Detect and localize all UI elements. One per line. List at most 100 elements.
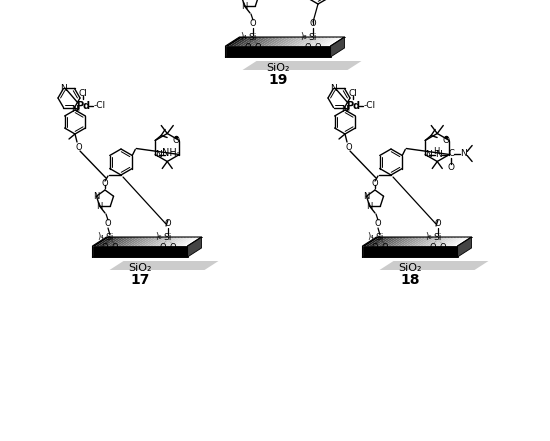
Polygon shape (454, 237, 471, 246)
Polygon shape (362, 237, 379, 246)
Polygon shape (366, 237, 383, 246)
Text: SiO₂: SiO₂ (266, 63, 290, 73)
Polygon shape (316, 37, 334, 46)
Polygon shape (429, 237, 446, 246)
Polygon shape (320, 37, 338, 46)
Text: N: N (96, 202, 103, 211)
Polygon shape (243, 37, 261, 46)
Polygon shape (96, 237, 113, 246)
Text: -Cl: -Cl (364, 101, 376, 111)
Text: O: O (245, 44, 251, 52)
Polygon shape (426, 237, 443, 246)
Polygon shape (184, 237, 201, 246)
Text: O: O (76, 142, 82, 152)
Polygon shape (432, 237, 449, 246)
Polygon shape (382, 237, 399, 246)
Polygon shape (137, 237, 154, 246)
Text: Si: Si (164, 233, 172, 243)
Text: N: N (363, 192, 370, 201)
Polygon shape (140, 237, 157, 246)
Text: O: O (250, 19, 256, 29)
Text: O: O (443, 136, 450, 145)
Text: Si: Si (249, 34, 257, 42)
Polygon shape (375, 237, 392, 246)
Text: H: H (433, 147, 439, 156)
Text: Si: Si (106, 233, 114, 243)
Text: N: N (366, 202, 373, 211)
Polygon shape (448, 237, 465, 246)
Polygon shape (420, 237, 437, 246)
Polygon shape (407, 237, 424, 246)
Polygon shape (178, 237, 195, 246)
Polygon shape (451, 237, 469, 246)
Polygon shape (150, 237, 167, 246)
Polygon shape (271, 37, 289, 46)
Polygon shape (254, 37, 271, 46)
Polygon shape (118, 237, 135, 246)
Text: O: O (448, 163, 455, 172)
Polygon shape (261, 37, 278, 46)
Polygon shape (369, 237, 386, 246)
Text: O: O (372, 243, 378, 253)
Text: Pd: Pd (346, 101, 360, 111)
Polygon shape (391, 237, 408, 246)
Text: )₄: )₄ (241, 31, 248, 41)
Polygon shape (327, 37, 344, 46)
Text: O: O (173, 136, 180, 145)
Polygon shape (422, 237, 440, 246)
Polygon shape (92, 237, 109, 246)
Polygon shape (313, 37, 331, 46)
Polygon shape (124, 237, 141, 246)
Text: 18: 18 (400, 273, 420, 287)
Polygon shape (436, 237, 453, 246)
Polygon shape (416, 237, 433, 246)
Polygon shape (172, 237, 189, 246)
Polygon shape (246, 37, 264, 46)
Text: O: O (430, 243, 436, 253)
Polygon shape (378, 237, 395, 246)
Polygon shape (278, 37, 295, 46)
Polygon shape (236, 37, 254, 46)
Polygon shape (114, 237, 132, 246)
Polygon shape (121, 237, 138, 246)
Text: N: N (342, 105, 348, 115)
Polygon shape (159, 237, 176, 246)
Polygon shape (109, 261, 218, 270)
Text: )₄: )₄ (98, 232, 104, 240)
Polygon shape (400, 237, 417, 246)
Text: N: N (460, 149, 466, 158)
Polygon shape (404, 237, 421, 246)
Text: O: O (315, 44, 321, 52)
Text: N: N (72, 105, 78, 115)
Polygon shape (257, 37, 274, 46)
Polygon shape (134, 237, 151, 246)
Polygon shape (156, 237, 173, 246)
Polygon shape (264, 37, 282, 46)
Text: O: O (164, 220, 171, 228)
Text: N: N (330, 84, 337, 93)
Polygon shape (442, 237, 459, 246)
Text: )₈: )₈ (301, 31, 307, 41)
Text: N: N (241, 2, 248, 11)
Text: O: O (104, 220, 111, 228)
Polygon shape (166, 237, 183, 246)
Text: Si: Si (309, 34, 317, 42)
Polygon shape (413, 237, 430, 246)
Text: )₆: )₆ (426, 232, 432, 240)
Polygon shape (130, 237, 147, 246)
Polygon shape (458, 237, 471, 257)
Polygon shape (146, 237, 163, 246)
Polygon shape (175, 237, 192, 246)
Polygon shape (388, 237, 405, 246)
Text: O: O (112, 243, 118, 253)
Text: )₆: )₆ (156, 232, 162, 240)
Text: O: O (310, 19, 316, 29)
Polygon shape (299, 37, 316, 46)
Polygon shape (108, 237, 125, 246)
Polygon shape (102, 237, 119, 246)
Polygon shape (168, 237, 186, 246)
Text: NH₂: NH₂ (162, 149, 180, 158)
Text: O: O (255, 44, 261, 52)
Text: O: O (375, 220, 381, 228)
Polygon shape (229, 37, 246, 46)
